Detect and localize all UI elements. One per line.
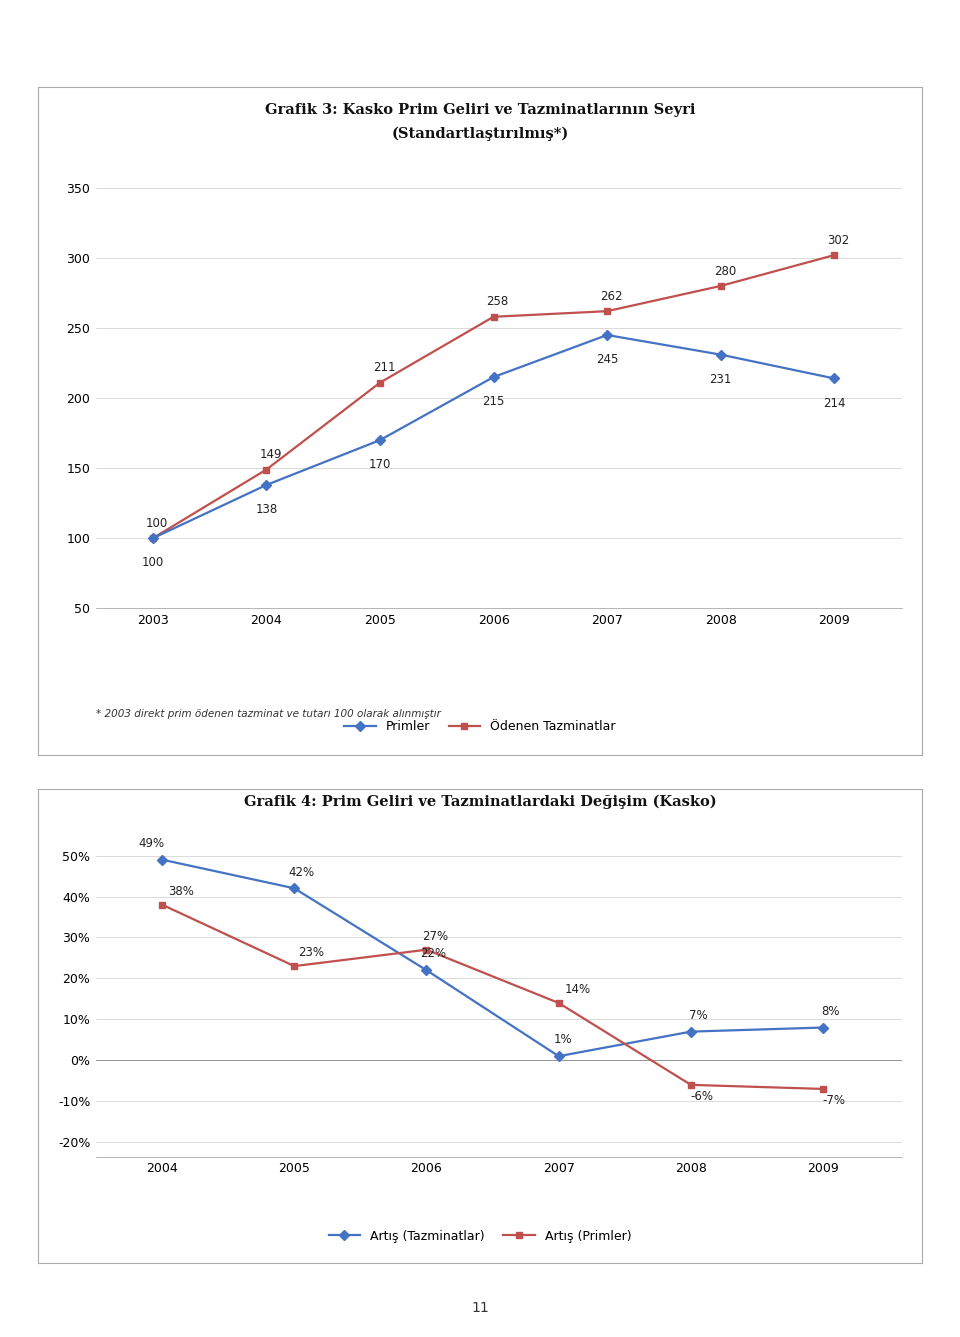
Text: REASÜRÖR: REASÜRÖR xyxy=(390,12,570,39)
Text: 7%: 7% xyxy=(688,1009,708,1021)
Text: 14%: 14% xyxy=(565,983,591,996)
Text: -6%: -6% xyxy=(690,1090,713,1103)
Text: 258: 258 xyxy=(487,295,509,309)
Text: 49%: 49% xyxy=(138,837,164,850)
Text: 22%: 22% xyxy=(420,948,446,960)
Text: 149: 149 xyxy=(259,448,282,461)
Legend: Primler, Ödenen Tazminatlar: Primler, Ödenen Tazminatlar xyxy=(340,715,620,738)
Text: Grafik 4: Prim Geliri ve Tazminatlardaki Değişim (Kasko): Grafik 4: Prim Geliri ve Tazminatlardaki… xyxy=(244,796,716,809)
Text: 42%: 42% xyxy=(288,865,314,878)
Text: * 2003 direkt prim ödenen tazminat ve tutarı 100 olarak alınmıştır: * 2003 direkt prim ödenen tazminat ve tu… xyxy=(96,709,441,718)
Text: 302: 302 xyxy=(828,234,850,247)
Legend: Artış (Tazminatlar), Artış (Primler): Artış (Tazminatlar), Artış (Primler) xyxy=(324,1225,636,1247)
Text: 211: 211 xyxy=(372,361,396,374)
Text: 27%: 27% xyxy=(421,929,448,943)
Text: 1%: 1% xyxy=(554,1034,572,1047)
Text: 170: 170 xyxy=(369,459,391,471)
Text: 100: 100 xyxy=(142,556,164,570)
Text: 214: 214 xyxy=(823,397,846,409)
Text: 100: 100 xyxy=(146,517,168,529)
Text: 262: 262 xyxy=(600,290,622,303)
Text: 245: 245 xyxy=(596,353,618,366)
Text: 8%: 8% xyxy=(821,1005,839,1017)
Text: 215: 215 xyxy=(482,396,505,408)
Text: Grafik 3: Kasko Prim Geliri ve Tazminatlarının Seyri: Grafik 3: Kasko Prim Geliri ve Tazminatl… xyxy=(265,103,695,116)
Text: 23%: 23% xyxy=(298,947,324,959)
Text: 231: 231 xyxy=(709,373,732,385)
Text: (Standartlaştırılmış*): (Standartlaştırılmış*) xyxy=(392,127,568,140)
Text: 138: 138 xyxy=(255,503,277,516)
Text: 38%: 38% xyxy=(169,885,195,897)
Text: -7%: -7% xyxy=(823,1094,846,1107)
Text: 11: 11 xyxy=(471,1301,489,1314)
Text: 280: 280 xyxy=(713,265,736,278)
